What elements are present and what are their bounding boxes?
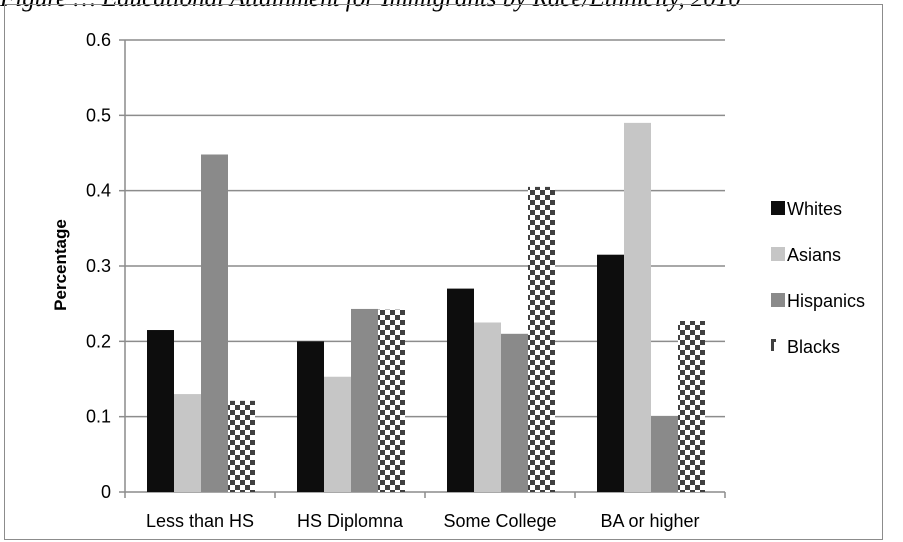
legend-swatch-blacks-part [771, 342, 774, 351]
x-tick-label: HS Diplomna [297, 511, 404, 531]
bar-hispanics-3 [651, 416, 678, 492]
bar-blacks-2 [528, 186, 555, 492]
bar-hispanics-2 [501, 333, 528, 492]
y-tick-label: 0.1 [86, 407, 111, 427]
y-axis-label: Percentage [51, 219, 70, 311]
bar-whites-2 [447, 288, 474, 492]
bar-whites-1 [297, 341, 324, 492]
legend-swatch-hispanics [771, 293, 785, 307]
y-tick-label: 0.5 [86, 105, 111, 125]
x-tick-label: Less than HS [146, 511, 254, 531]
bar-whites-0 [147, 330, 174, 492]
y-tick-label: 0.4 [86, 181, 111, 201]
legend-swatch-asians [771, 247, 785, 261]
x-tick-label: Some College [443, 511, 556, 531]
y-tick-label: 0.3 [86, 256, 111, 276]
legend-label-blacks: Blacks [787, 337, 840, 357]
legend-label-hispanics: Hispanics [787, 291, 865, 311]
bar-hispanics-1 [351, 308, 378, 492]
y-tick-label: 0.6 [86, 30, 111, 50]
bar-blacks-0 [228, 400, 255, 492]
bars [147, 122, 705, 493]
bar-asians-1 [324, 376, 351, 492]
bar-whites-3 [597, 254, 624, 492]
bar-blacks-3 [678, 320, 705, 492]
legend: Whites Asians Hispanics Blacks [771, 199, 865, 357]
bar-asians-0 [174, 394, 201, 492]
bar-hispanics-0 [201, 154, 228, 493]
y-tick-label: 0 [101, 482, 111, 502]
x-tick-labels: Less than HS HS Diplomna Some College BA or… [146, 511, 700, 531]
bar-blacks-1 [378, 309, 405, 492]
y-tick-label: 0.2 [86, 331, 111, 351]
chart-frame [4, 4, 883, 540]
legend-label-asians: Asians [787, 245, 841, 265]
y-tick-labels: 0 0.1 0.2 0.3 0.4 0.5 0.6 [86, 30, 111, 502]
bar-asians-3 [624, 122, 651, 492]
figure-caption: Figure … Educational Attainment for Immi… [0, 0, 903, 14]
legend-swatch-blacks [771, 339, 776, 342]
x-tick-label: BA or higher [600, 511, 699, 531]
legend-label-whites: Whites [787, 199, 842, 219]
bar-asians-2 [474, 322, 501, 492]
legend-swatch-whites [771, 201, 785, 215]
